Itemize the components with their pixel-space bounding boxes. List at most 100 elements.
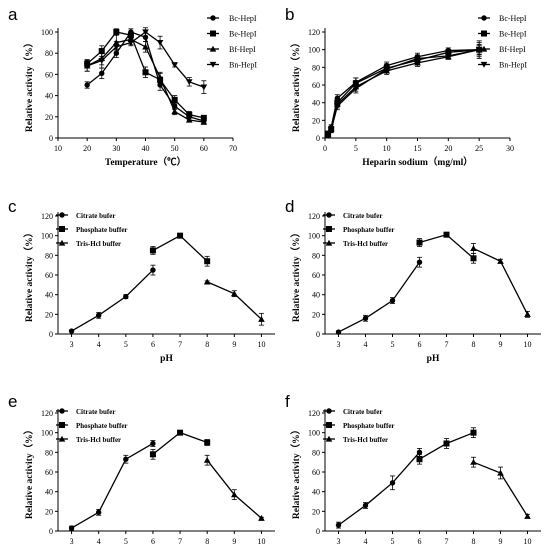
series-line [71,269,154,332]
y-tick-label: 20 [45,507,53,516]
legend-label: Bc-HepI [499,14,527,23]
x-tick-label: 8 [205,537,209,546]
series-line [206,281,262,320]
series-citrate-bufer [335,256,423,335]
series-line [338,261,421,333]
data-point [258,315,265,322]
legend-marker [210,15,216,21]
legend-marker [59,408,65,414]
data-point [324,132,332,139]
y-tick-label: 40 [45,488,53,497]
data-point [389,480,396,486]
legend-marker [59,212,65,218]
y-axis-title: Relative activity（%） [290,425,302,519]
y-tick-label: 40 [312,488,320,497]
data-point [470,458,477,465]
series-line [206,459,262,519]
y-tick-label: 20 [312,310,320,319]
legend-label: Citrate bufer [343,212,382,220]
y-tick-label: 100 [308,429,320,438]
legend-marker [325,435,333,442]
y-tick-label: 80 [45,49,53,58]
series-line [71,442,154,529]
data-point [334,103,341,110]
x-tick-label: 9 [499,537,503,546]
x-tick-label: 3 [337,537,341,546]
data-point [171,62,178,69]
x-tick-label: 20 [444,144,452,153]
x-tick-label: 7 [445,537,449,546]
x-tick-label: 3 [70,340,74,349]
data-point [204,439,211,446]
series-phosphate-buffer [416,427,477,465]
x-tick-label: 4 [97,537,101,546]
legend: Bc-HepI Be-HepI Bf-HepI Bn-HepI [478,14,527,70]
data-point [95,509,102,516]
legend-marker [58,239,66,246]
x-tick-label: 5 [124,340,128,349]
data-point [98,58,106,64]
data-point [95,312,102,319]
x-tick-label: 3 [337,340,341,349]
series-line [327,49,480,135]
data-point [524,512,531,519]
data-point [171,96,178,103]
data-point [149,451,156,458]
x-tick-label: 10 [257,537,265,546]
x-tick-label: 8 [472,537,476,546]
y-tick-label: 100 [41,429,53,438]
x-tick-label: 9 [232,537,236,546]
x-tick-label: 6 [151,537,155,546]
legend-label: Bf-HepI [229,45,256,54]
data-point [383,66,390,73]
y-tick-label: 0 [49,527,53,536]
y-tick-label: 0 [316,134,320,143]
data-point [335,522,342,528]
legend: Citrate bufer Phosphate buffer Tris-Hcl bu… [323,212,395,248]
data-point [231,491,238,498]
legend-marker [59,422,65,428]
series-line [152,234,208,262]
series-bf-hepi [324,42,483,138]
x-tick-label: 7 [178,537,182,546]
data-point [335,329,342,335]
legend-label: Tris-Hcl buffer [76,240,121,248]
data-point [416,449,423,456]
legend-label: Phosphate buffer [76,226,128,234]
data-point [414,55,421,62]
legend-label: Bn-HepI [229,61,257,70]
legend-marker [480,45,488,52]
x-tick-label: 10 [54,144,62,153]
panel-letter: f [285,392,290,411]
legend-label: Tris-Hcl buffer [76,436,121,444]
data-point [470,245,477,252]
x-tick-label: 4 [364,537,368,546]
data-point [150,440,156,447]
data-point [352,85,360,92]
series-citrate-bufer [68,264,156,334]
legend: Citrate bufer Phosphate buffer Tris-Hcl bu… [56,212,128,248]
data-point [200,84,208,91]
data-point [200,114,207,121]
y-tick-label: 120 [308,28,320,37]
data-point [204,258,211,265]
legend-label: Citrate bufer [343,408,382,416]
data-point [416,259,423,265]
y-axis-title: Relative activity（%） [290,228,302,322]
data-point [68,525,75,531]
y-tick-label: 80 [45,251,53,260]
data-point [497,469,504,476]
data-point [443,440,450,447]
y-tick-label: 20 [45,113,53,122]
data-point [185,79,193,86]
data-point [231,290,238,297]
data-point [142,29,149,36]
y-tick-label: 100 [308,46,320,55]
y-tick-label: 60 [312,468,320,477]
x-tick-label: 7 [445,340,449,349]
legend-marker [481,30,487,37]
chart-panel-e: e020406080100120345678910pHRelative acti… [8,392,275,546]
data-point [497,257,504,264]
data-point [142,43,149,50]
data-point [470,255,477,262]
